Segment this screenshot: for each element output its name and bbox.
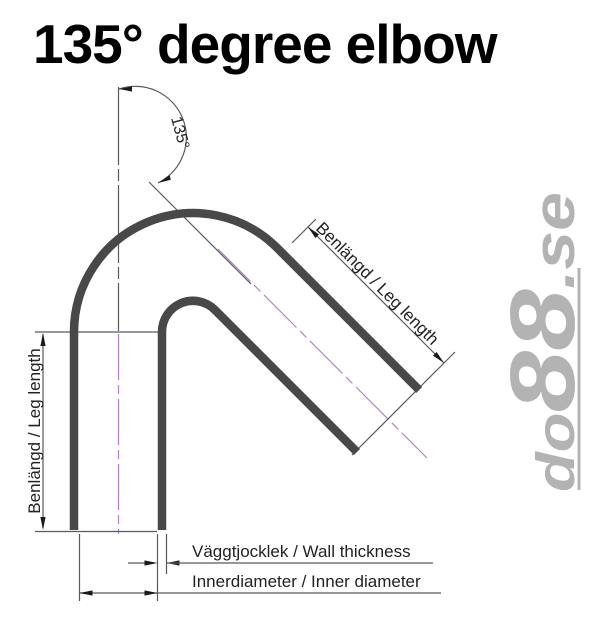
- inner-diameter-label: Innerdiameter / Inner diameter: [192, 572, 421, 591]
- angle-arc: [118, 85, 187, 184]
- pipe-end-face-line: [351, 351, 456, 456]
- arrowhead-wall-thickness-left: [144, 560, 158, 566]
- leg-length-dimension-left: Benlängd / Leg length: [25, 333, 46, 530]
- watermark-text: do88.se: [492, 192, 594, 492]
- watermark-suffix: .se: [522, 192, 587, 289]
- extension-tick-diagonal-top: [291, 218, 317, 244]
- angle-arc-arrowhead-bottom: [158, 175, 171, 183]
- arrowhead-left-leg-bottom: [40, 517, 46, 530]
- watermark-prefix: do: [526, 412, 586, 492]
- page-title: 135° degree elbow: [33, 13, 498, 75]
- wall-thickness-label: Väggtjocklek / Wall thickness: [192, 542, 411, 561]
- arrowhead-inner-diameter-right: [144, 590, 158, 596]
- centerline-diagonal-leg: [217, 248, 428, 459]
- wall-thickness-dimension: Väggtjocklek / Wall thickness: [128, 542, 433, 566]
- watermark-number: 88: [492, 288, 594, 412]
- left-leg-length-label: Benlängd / Leg length: [25, 348, 44, 513]
- elbow-outer-wall: [69, 208, 423, 530]
- angle-label: 135°: [167, 115, 192, 151]
- angle-reference-line-diagonal: [148, 181, 252, 285]
- extension-lines: [35, 218, 456, 601]
- watermark: do88.se: [492, 192, 594, 492]
- dimension-line-diagonal-leg: [307, 226, 445, 364]
- angle-arc-arrowhead-top: [119, 86, 132, 92]
- arrowhead-diagonal-top: [308, 227, 319, 238]
- angle-dimension: 135°: [117, 85, 252, 331]
- arrowhead-left-leg-top: [40, 333, 46, 346]
- diagonal-leg-length-label: Benlängd / Leg length: [312, 218, 442, 348]
- arrowhead-diagonal-bottom: [433, 352, 444, 363]
- arrowhead-inner-diameter-left: [79, 590, 93, 596]
- inner-diameter-dimension: Innerdiameter / Inner diameter: [79, 572, 441, 596]
- elbow-inner-wall: [157, 296, 361, 530]
